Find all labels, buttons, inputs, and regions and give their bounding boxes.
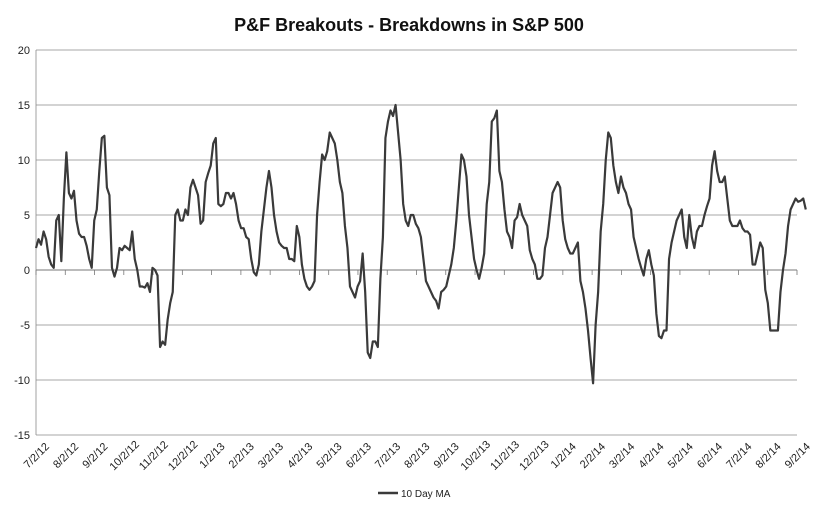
y-tick-label: -10 xyxy=(14,375,30,387)
y-axis-tick-labels: 20 15 10 5 0 -5 -10 -15 xyxy=(14,45,30,442)
y-tick-label: 15 xyxy=(18,100,30,112)
chart-title: P&F Breakouts - Breakdowns in S&P 500 xyxy=(234,15,584,35)
y-tick-label: -5 xyxy=(20,320,30,332)
y-tick-label: 5 xyxy=(24,210,30,222)
legend: 10 Day MA xyxy=(378,489,451,500)
y-tick-label: 0 xyxy=(24,265,30,277)
y-tick-label: -15 xyxy=(14,430,30,442)
series-line-10-day-ma xyxy=(34,103,807,385)
gridlines xyxy=(35,49,798,436)
y-tick-label: 10 xyxy=(18,155,30,167)
series-layer xyxy=(34,103,807,385)
legend-label: 10 Day MA xyxy=(401,489,451,500)
y-tick-label: 20 xyxy=(18,45,30,57)
